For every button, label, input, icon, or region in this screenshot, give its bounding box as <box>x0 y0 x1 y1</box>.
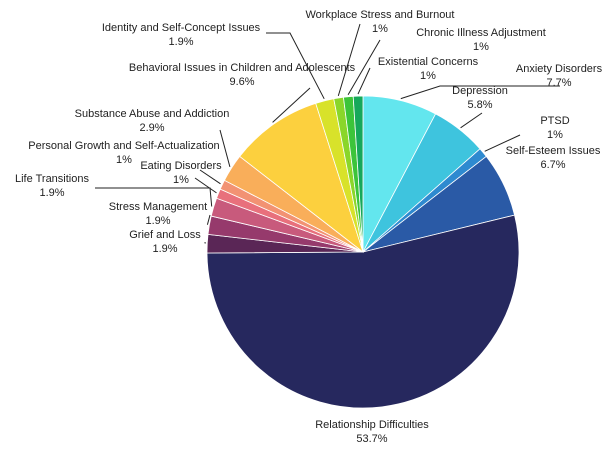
slice-value-label: 1.9% <box>168 36 193 48</box>
slice-label: PTSD <box>540 115 569 127</box>
slice-label: Existential Concerns <box>378 56 479 68</box>
pie-slice-relationship-difficulties <box>206 214 520 409</box>
slice-label: Life Transitions <box>15 173 89 185</box>
leader-line <box>206 214 211 225</box>
slice-value-label: 9.6% <box>229 76 254 88</box>
slice-label: Identity and Self-Concept Issues <box>102 22 261 34</box>
slice-value-label: 1.9% <box>152 243 177 255</box>
slice-value-label: 1.9% <box>145 215 170 227</box>
leader-line <box>347 39 381 95</box>
slice-label: Stress Management <box>109 201 207 213</box>
slice-label: Personal Growth and Self-Actualization <box>28 140 219 152</box>
leader-line <box>194 177 217 194</box>
leader-line <box>272 87 311 123</box>
leader-line <box>460 112 483 129</box>
leader-line <box>337 23 361 97</box>
slice-label: Chronic Illness Adjustment <box>416 27 546 39</box>
slice-label: Grief and Loss <box>129 229 201 241</box>
slice-label: Substance Abuse and Addiction <box>75 108 230 120</box>
slice-label: Self-Esteem Issues <box>506 145 601 157</box>
slice-value-label: 1% <box>420 70 436 82</box>
slice-value-label: 2.9% <box>139 122 164 134</box>
slice-value-label: 1% <box>473 41 489 53</box>
slice-value-label: 53.7% <box>356 433 387 445</box>
slice-label: Relationship Difficulties <box>315 419 429 431</box>
leader-line <box>266 32 325 100</box>
slice-value-label: 1% <box>372 23 388 35</box>
slice-label: Anxiety Disorders <box>516 63 603 75</box>
slice-label: Depression <box>452 85 508 97</box>
slice-label: Behavioral Issues in Children and Adoles… <box>129 62 356 74</box>
slice-value-label: 5.8% <box>467 99 492 111</box>
slice-value-label: 6.7% <box>540 159 565 171</box>
leader-line <box>219 129 231 168</box>
pie-slice-behavioral-issues-in-children-and-adolescents <box>239 102 364 254</box>
leader-line <box>357 67 371 95</box>
pie-slice-existential-concerns <box>352 95 364 253</box>
slice-value-label: 7.7% <box>546 77 571 89</box>
slice-value-label: 1% <box>173 174 189 186</box>
leader-line <box>400 85 560 100</box>
slice-label: Eating Disorders <box>140 160 222 172</box>
slice-label: Workplace Stress and Burnout <box>306 9 455 21</box>
leader-line <box>484 134 521 152</box>
slice-value-label: 1% <box>547 129 563 141</box>
slice-value-label: 1.9% <box>39 187 64 199</box>
slice-value-label: 1% <box>116 154 132 166</box>
leader-line <box>199 169 221 185</box>
